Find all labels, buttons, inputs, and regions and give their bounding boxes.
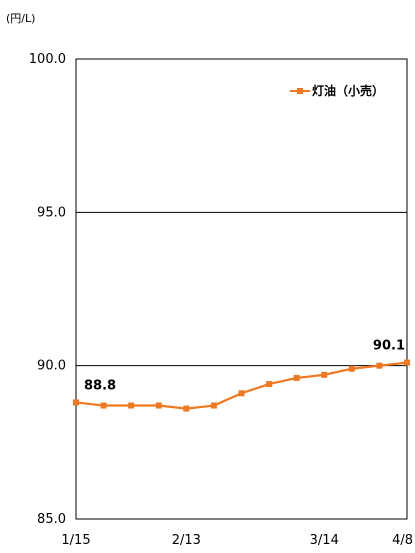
legend: 灯油（小売）: [290, 83, 384, 98]
data-point-3/11: [294, 375, 300, 381]
legend-series-label: 灯油（小売）: [312, 83, 384, 98]
data-point-1/22: [101, 403, 107, 409]
y-tick-label: 90.0: [37, 359, 66, 374]
data-label: 88.8: [84, 378, 116, 393]
data-point-3/25: [349, 366, 355, 372]
x-axis: 1/15 2/13 3/14 4/8: [61, 533, 413, 548]
data-point-2/19: [211, 403, 217, 409]
x-tick-label: 3/14: [310, 533, 339, 548]
x-tick-label: 1/15: [61, 533, 90, 548]
gridlines: [76, 212, 407, 365]
y-axis: 85.0 90.0 95.0 100.0: [29, 52, 66, 527]
data-point-2/13: [183, 406, 189, 412]
unit-label: (円/L): [6, 12, 35, 25]
y-tick-label: 100.0: [29, 52, 66, 67]
data-point-4/8: [404, 360, 410, 366]
plot-area-frame: [76, 59, 407, 519]
x-tick-label: 2/13: [172, 533, 201, 548]
series-layer: [73, 360, 410, 412]
legend-series-marker: [297, 88, 303, 94]
data-point-2/5: [156, 403, 162, 409]
data-point-4/1: [376, 363, 382, 369]
y-tick-label: 85.0: [37, 512, 66, 527]
data-point-1/15: [73, 399, 79, 405]
data-point-3/4: [266, 381, 272, 387]
x-tick-label: 4/8: [392, 533, 413, 548]
data-point-3/14: [321, 372, 327, 378]
data-label: 90.1: [373, 339, 405, 354]
y-tick-label: 95.0: [37, 205, 66, 220]
data-point-2/26: [239, 390, 245, 396]
series-line: [76, 363, 407, 409]
data-point-1/29: [128, 403, 134, 409]
